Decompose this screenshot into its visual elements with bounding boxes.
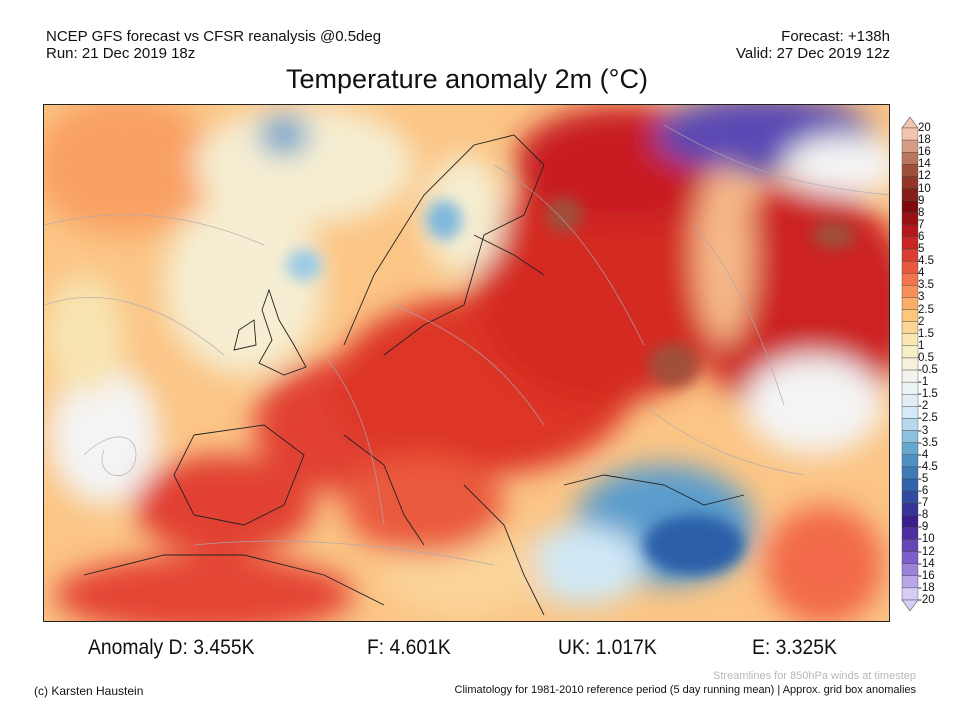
colorbar-tick-label: 0.5 [918, 351, 934, 364]
valid-time: Valid: 27 Dec 2019 12z [736, 45, 890, 62]
colorbar-tick-label: 1 [918, 339, 925, 352]
colorbar-tick-label: -8 [918, 509, 929, 522]
colorbar-tick-label: -7 [918, 497, 929, 510]
colorbar-tick-label: 2.5 [918, 303, 934, 316]
colorbar-tick-label: 10 [918, 182, 931, 195]
colorbar-tick-label: -1 [918, 376, 929, 389]
forecast-hour: Forecast: +138h [781, 28, 890, 45]
colorbar-tick-label: -5 [918, 472, 929, 485]
colorbar-tick-label: -12 [918, 545, 935, 558]
coastlines [83, 134, 745, 616]
run-time: Run: 21 Dec 2019 18z [46, 45, 196, 62]
colorbar-box [901, 236, 919, 250]
streamlines [44, 124, 889, 566]
colorbar-tick-label: -9 [918, 521, 929, 534]
colorbar-box [901, 188, 919, 201]
colorbar-tick-label: 3.5 [918, 279, 934, 292]
colorbar-box [901, 309, 919, 322]
colorbar-box [901, 442, 919, 455]
colorbar-tick-label: 9 [918, 194, 925, 207]
colorbar-box [901, 127, 919, 141]
colorbar-tick-label: -3.5 [918, 436, 938, 449]
colorbar-box [901, 551, 919, 564]
colorbar-tick-label: -2.5 [918, 412, 938, 425]
anomaly-hotspots [286, 197, 856, 575]
colorbar-tick-label: -2 [918, 400, 929, 413]
temperature-anomaly-map [43, 104, 890, 622]
colorbar-box [901, 490, 919, 504]
colorbar-box [901, 357, 919, 371]
colorbar-box [901, 418, 919, 431]
colorbar-box [901, 502, 919, 516]
colorbar-box [901, 139, 919, 153]
anomaly-france: F: 4.601K [367, 636, 451, 659]
colorbar-box [901, 587, 919, 601]
colorbar-min-arrow [901, 599, 919, 612]
anomaly-germany: Anomaly D: 3.455K [88, 636, 255, 659]
colorbar-box [901, 260, 919, 274]
anomaly-field [44, 105, 889, 621]
colorbar-tick-label: -4.5 [918, 460, 938, 473]
colorbar-tick-label: 16 [918, 146, 931, 159]
colorbar-box [901, 381, 919, 395]
colorbar-box [901, 406, 919, 419]
colorbar-box [901, 345, 919, 359]
colorbar-tick-label: -3 [918, 424, 929, 437]
colorbar-box [901, 224, 919, 238]
colorbar-box [901, 478, 919, 492]
colorbar-box [901, 539, 919, 552]
colorbar-box [901, 466, 919, 480]
colorbar-box [901, 248, 919, 262]
anomaly-uk: UK: 1.017K [558, 636, 657, 659]
colorbar-tick-label: 5 [918, 243, 925, 256]
colorbar-tick-label: 7 [918, 218, 925, 231]
colorbar-box [901, 212, 919, 226]
colorbar-max-arrow [901, 116, 919, 129]
colorbar-tick-label: -0.5 [918, 364, 938, 377]
colorbar-box [901, 515, 919, 528]
colorbar-tick-label: 18 [918, 134, 931, 147]
colorbar-box [901, 394, 919, 407]
colorbar-box [901, 273, 919, 286]
colorbar-box [901, 454, 919, 468]
colorbar-box [901, 285, 919, 298]
colorbar-tick-label: -18 [918, 581, 935, 594]
colorbar-tick-label: 3 [918, 291, 925, 304]
anomaly-spain: E: 3.325K [752, 636, 837, 659]
colorbar-tick-label: 8 [918, 206, 925, 219]
colorbar-tick-label: 4.5 [918, 255, 934, 268]
colorbar-box [901, 176, 919, 189]
colorbar-tick-label: -10 [918, 533, 935, 546]
colorbar-tick-label: 1.5 [918, 327, 934, 340]
colorbar-tick-label: 12 [918, 170, 931, 183]
colorbar-tick-label: -14 [918, 557, 935, 570]
colorbar-box [901, 200, 919, 213]
colorbar-tick-label: -4 [918, 448, 929, 461]
colorbar-box [901, 563, 919, 576]
colorbar-tick-label: -16 [918, 569, 935, 582]
colorbar-tick-label: -20 [918, 594, 935, 606]
colorbar-tick-label: -1.5 [918, 388, 938, 401]
colorbar-tick-label: 20 [918, 122, 931, 134]
colorbar-tick-label: 14 [918, 158, 931, 171]
colorbar-box [901, 369, 919, 383]
streamlines-note: Streamlines for 850hPa winds at timestep [713, 670, 916, 682]
climatology-note: Climatology for 1981-2010 reference peri… [454, 684, 916, 696]
colorbar-tick-label: -6 [918, 485, 929, 498]
colorbar-box [901, 152, 919, 165]
colorbar-tick-label: 2 [918, 315, 925, 328]
colorbar-box [901, 333, 919, 347]
colorbar-box [901, 164, 919, 177]
colorbar-tick-label: 6 [918, 230, 925, 243]
colorbar-box [901, 297, 919, 310]
colorbar [901, 116, 919, 612]
colorbar-box [901, 575, 919, 589]
colorbar-tick-label: 4 [918, 267, 925, 280]
colorbar-box [901, 430, 919, 443]
credit: (c) Karsten Haustein [34, 684, 144, 698]
colorbar-box [901, 321, 919, 334]
colorbar-box [901, 527, 919, 540]
map-title: Temperature anomaly 2m (°C) [286, 64, 648, 94]
model-description: NCEP GFS forecast vs CFSR reanalysis @0.… [46, 28, 382, 45]
